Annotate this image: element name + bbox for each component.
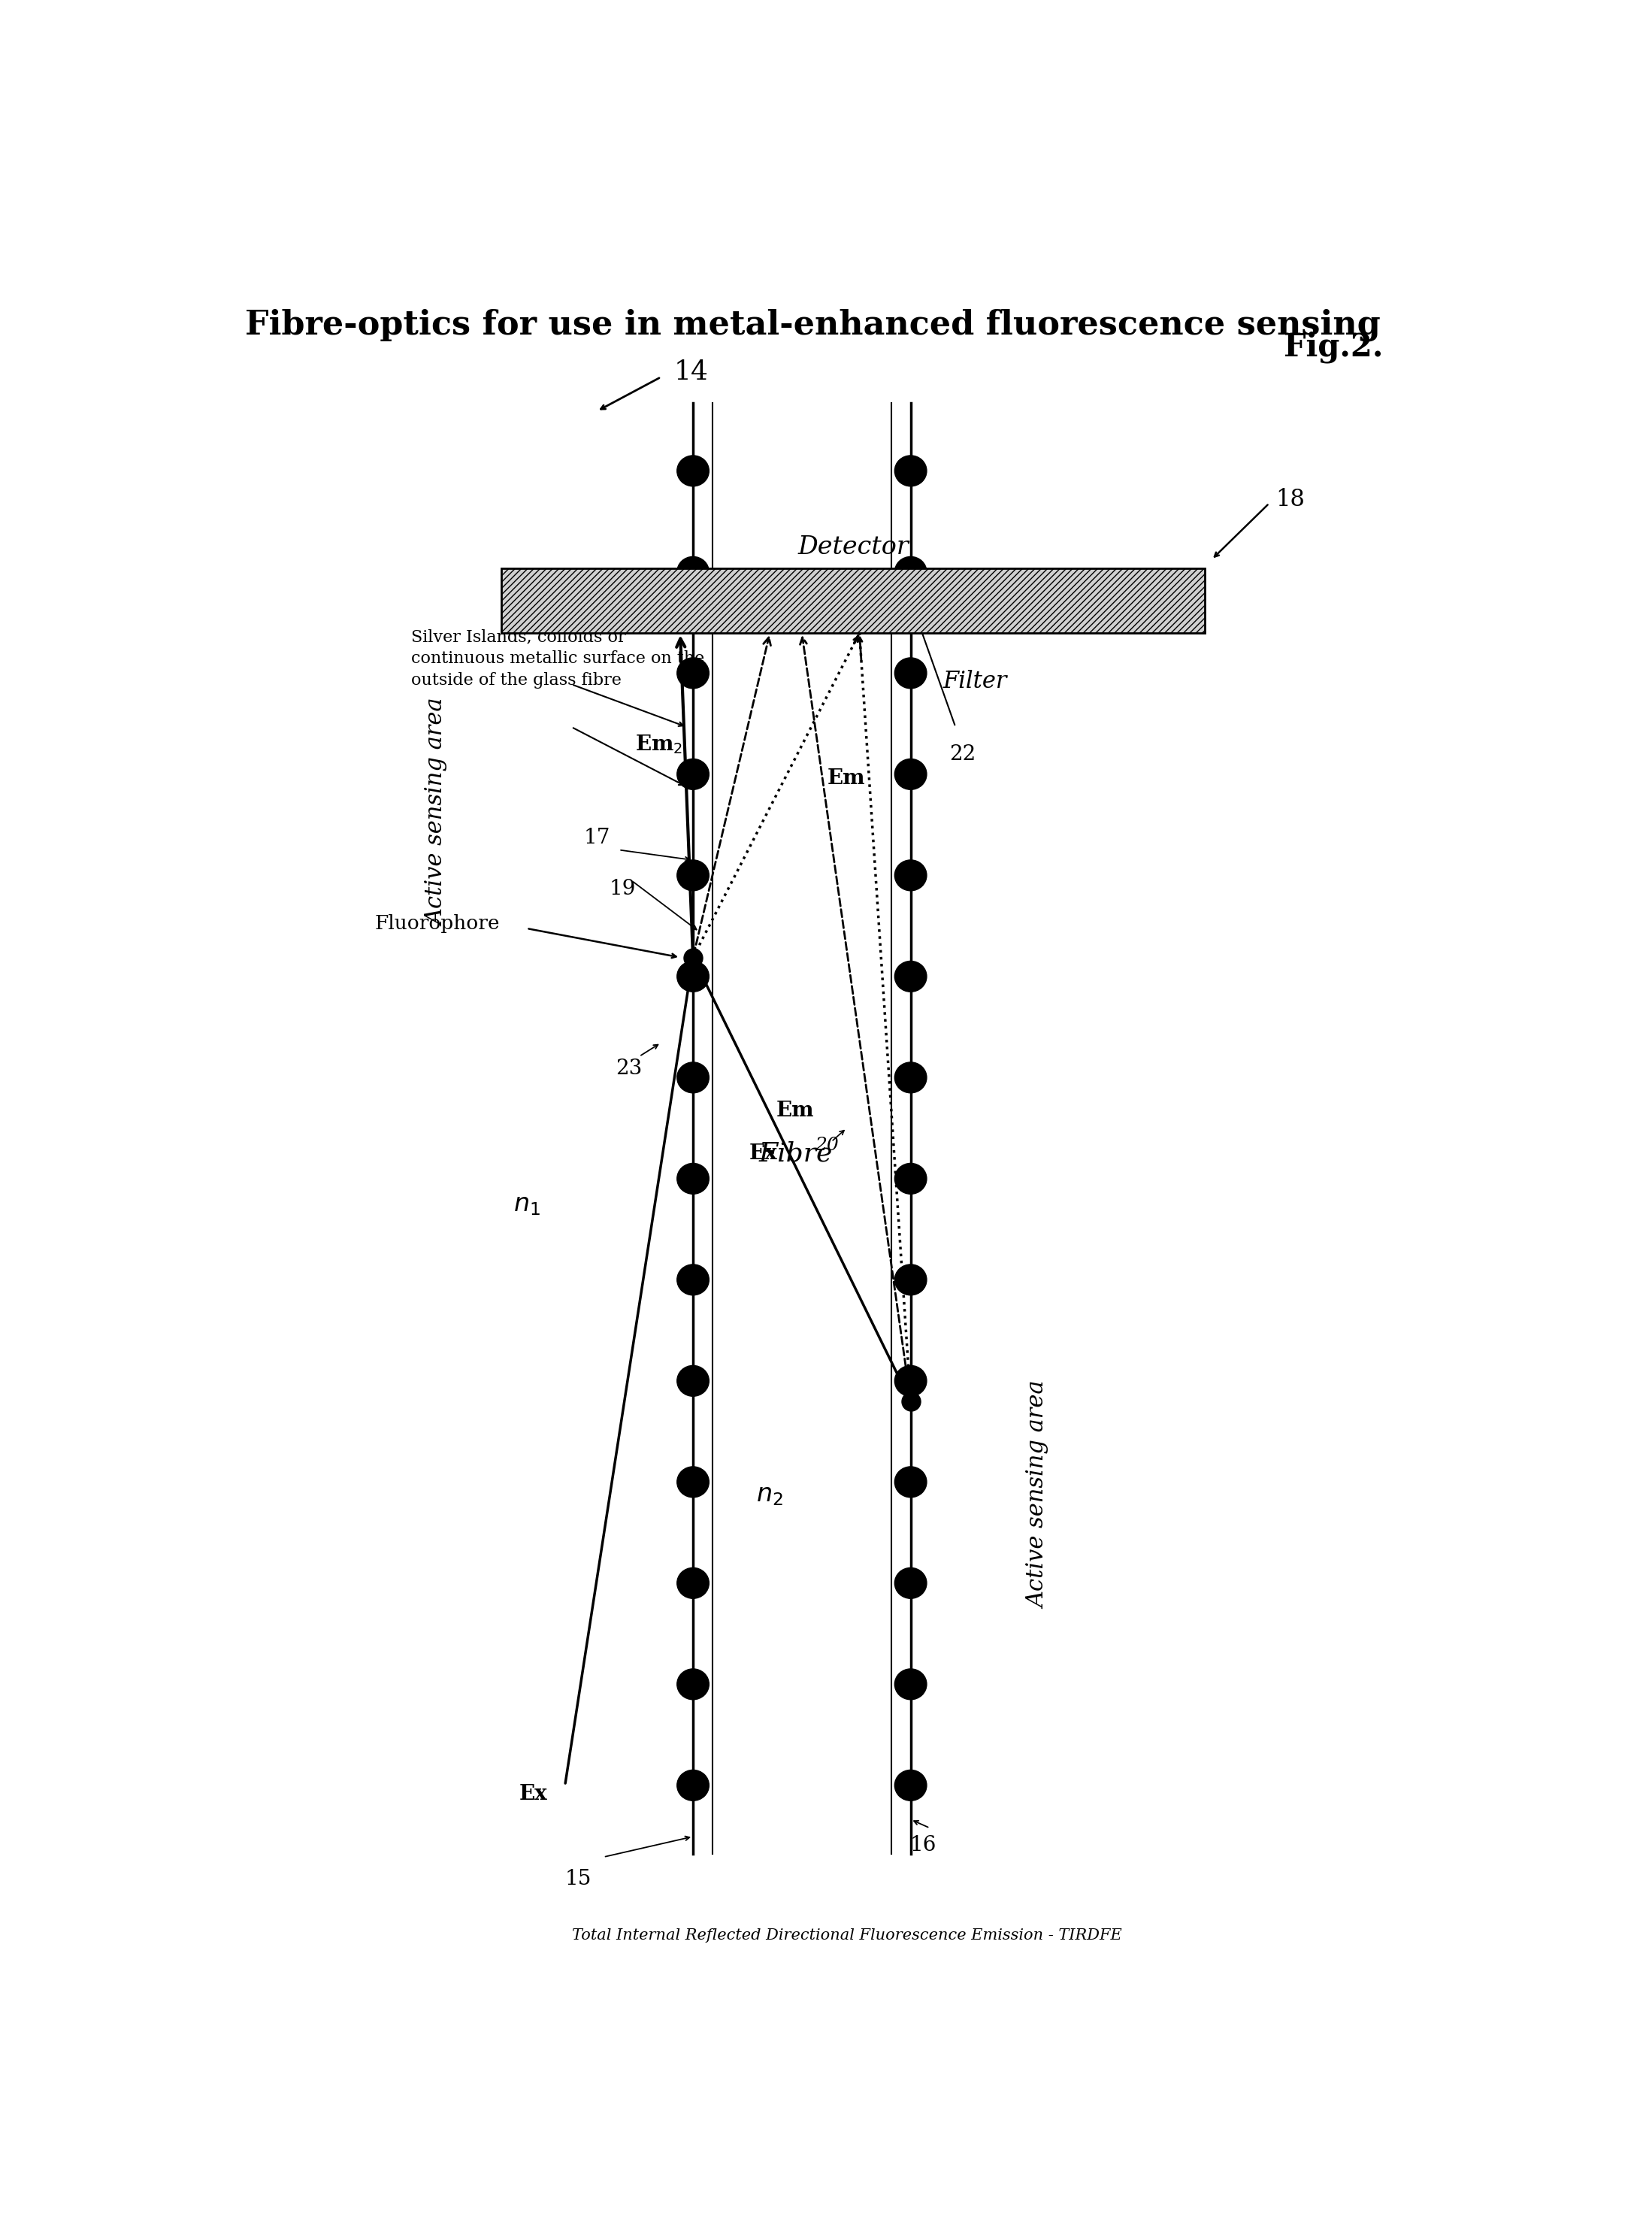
Text: 20: 20 (814, 1137, 839, 1153)
Ellipse shape (895, 1366, 927, 1397)
Ellipse shape (895, 1769, 927, 1800)
Ellipse shape (677, 1669, 709, 1700)
Ellipse shape (677, 758, 709, 789)
Ellipse shape (677, 658, 709, 689)
Ellipse shape (677, 1164, 709, 1195)
Text: $n_1$: $n_1$ (514, 1193, 540, 1217)
Text: Detector: Detector (798, 537, 909, 559)
Text: 14: 14 (674, 359, 709, 386)
Ellipse shape (895, 758, 927, 789)
Text: Em: Em (828, 767, 866, 789)
Ellipse shape (895, 1468, 927, 1496)
Ellipse shape (677, 860, 709, 891)
Text: Filter: Filter (943, 670, 1008, 692)
Text: Ex: Ex (519, 1785, 547, 1805)
Ellipse shape (677, 1567, 709, 1598)
Text: Fluorophore: Fluorophore (375, 913, 499, 933)
Ellipse shape (677, 454, 709, 486)
Ellipse shape (677, 1468, 709, 1496)
Ellipse shape (677, 1062, 709, 1093)
Ellipse shape (895, 556, 927, 588)
Text: Em$_2$: Em$_2$ (636, 734, 682, 756)
Text: 18: 18 (1275, 488, 1305, 512)
Bar (501, 568, 1206, 634)
Ellipse shape (677, 1366, 709, 1397)
Ellipse shape (895, 1567, 927, 1598)
Ellipse shape (895, 454, 927, 486)
Ellipse shape (677, 556, 709, 588)
Text: 22: 22 (950, 745, 976, 765)
Text: Fibre-optics for use in metal-enhanced fluorescence sensing: Fibre-optics for use in metal-enhanced f… (244, 308, 1381, 341)
Ellipse shape (677, 1769, 709, 1800)
Text: Silver Islands, colloids or
continuous metallic surface on the
outside of the gl: Silver Islands, colloids or continuous m… (411, 630, 705, 689)
Ellipse shape (677, 1264, 709, 1295)
Ellipse shape (895, 1669, 927, 1700)
Ellipse shape (895, 658, 927, 689)
Text: 16: 16 (910, 1836, 937, 1856)
Text: 15: 15 (565, 1869, 591, 1889)
Ellipse shape (895, 1264, 927, 1295)
Ellipse shape (895, 860, 927, 891)
Text: Ex: Ex (750, 1144, 778, 1164)
Text: Fig.2.: Fig.2. (1284, 330, 1383, 364)
Ellipse shape (895, 1164, 927, 1195)
Ellipse shape (895, 1062, 927, 1093)
Text: Active sensing area: Active sensing area (425, 698, 449, 927)
Text: Active sensing area: Active sensing area (1028, 1381, 1051, 1610)
Text: Fibre: Fibre (758, 1142, 833, 1166)
Ellipse shape (895, 962, 927, 991)
Ellipse shape (677, 962, 709, 991)
Text: 23: 23 (616, 1058, 643, 1077)
Text: Total Internal Reflected Directional Fluorescence Emission - TIRDFE: Total Internal Reflected Directional Flu… (572, 1929, 1122, 1942)
Text: $n_2$: $n_2$ (757, 1483, 783, 1508)
Text: 19: 19 (610, 878, 636, 900)
Text: Em: Em (776, 1102, 814, 1122)
Text: 17: 17 (583, 827, 610, 849)
